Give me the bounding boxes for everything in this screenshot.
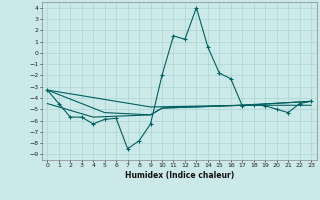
X-axis label: Humidex (Indice chaleur): Humidex (Indice chaleur) [124,171,234,180]
